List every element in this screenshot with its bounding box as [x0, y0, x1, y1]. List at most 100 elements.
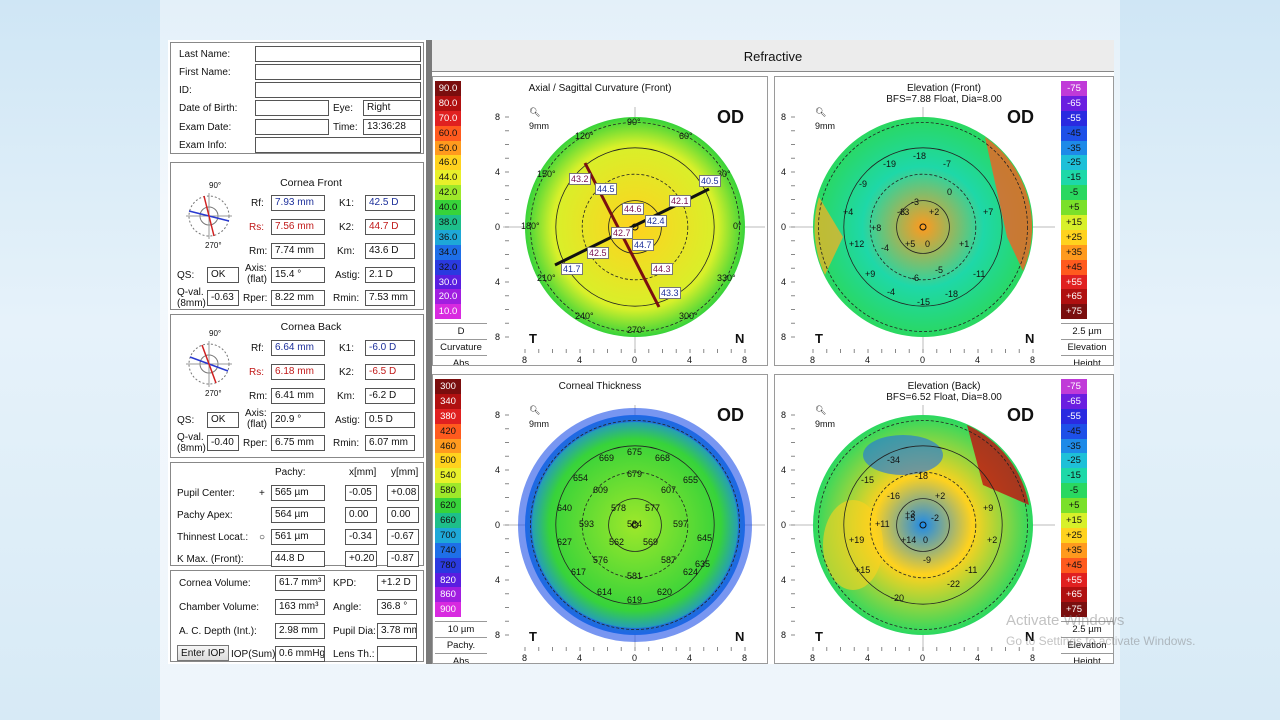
elev-front-eye-label: OD: [1007, 107, 1034, 127]
time-field[interactable]: 13:36:28: [363, 119, 421, 135]
back-axis-field[interactable]: 20.9 °: [271, 412, 325, 428]
y-axis-tick-label: 8: [781, 332, 787, 342]
scale-step: -75: [1061, 379, 1087, 394]
front-rmin-field[interactable]: 7.53 mm: [365, 290, 415, 306]
angle-degree-label: 150°: [537, 169, 556, 179]
cornea-volume-field[interactable]: 61.7 mm³: [275, 575, 325, 591]
pachy-row-y[interactable]: -0.87: [387, 551, 419, 567]
back-rmin-field[interactable]: 6.07 mm: [365, 435, 415, 451]
elev-back-zoom-icon[interactable]: 🔍︎: [815, 405, 827, 415]
axial-map-panel[interactable]: 90.0 80.0 70.0 60.0 50.0 46.0 44.0 42.0 40.0 38.0…: [432, 76, 768, 366]
thickness-color-scale: 300 340 380 420 460 500 540 580 620 660 700 740 780 8…: [435, 379, 487, 663]
front-km-field[interactable]: 43.6 D: [365, 243, 415, 259]
pachy-row-value[interactable]: 561 µm: [271, 529, 325, 545]
front-qval-field[interactable]: -0.63: [207, 290, 239, 306]
elev-back-map-svg[interactable]: [775, 375, 1114, 664]
back-astig-field[interactable]: 0.5 D: [365, 412, 415, 428]
scale-step: -45: [1061, 423, 1087, 439]
elev-front-map-panel[interactable]: -75 -65 -55 -45 -35 -25 -15 -5 +5 +15 +25 +35 +45 +55…: [774, 76, 1114, 366]
back-rf-field[interactable]: 6.64 mm: [271, 340, 325, 356]
chamber-volume-field[interactable]: 163 mm³: [275, 599, 325, 615]
pachy-row-x[interactable]: 0.00: [345, 507, 377, 523]
axial-scale-unit: D: [435, 323, 487, 339]
kpd-field[interactable]: +1.2 D: [377, 575, 417, 591]
front-rm-field[interactable]: 7.74 mm: [271, 243, 325, 259]
angle-field[interactable]: 36.8 °: [377, 599, 417, 615]
cornea-front-title: Cornea Front: [280, 177, 342, 189]
axial-map-value: 43.2: [569, 173, 591, 185]
back-rm-label: Rm:: [249, 391, 268, 402]
front-astig-field[interactable]: 2.1 D: [365, 267, 415, 283]
front-rf-field[interactable]: 7.93 mm: [271, 195, 325, 211]
elev-front-map-svg[interactable]: [775, 77, 1114, 366]
front-qval-sub: (8mm): [177, 298, 206, 309]
pachy-row-x[interactable]: +0.20: [345, 551, 377, 567]
back-rm-field[interactable]: 6.41 mm: [271, 388, 325, 404]
scale-step: +5: [1061, 200, 1087, 216]
exam-date-field[interactable]: [255, 119, 329, 135]
elev-front-color-scale: -75 -65 -55 -45 -35 -25 -15 -5 +5 +15 +25 +35 +45 +55…: [1061, 81, 1113, 365]
axial-zoom-icon[interactable]: 🔍︎: [529, 107, 541, 117]
last-name-field[interactable]: [255, 46, 421, 62]
pachy-row-x[interactable]: -0.34: [345, 529, 377, 545]
back-k2-field[interactable]: -6.5 D: [365, 364, 415, 380]
back-qs-field[interactable]: OK: [207, 412, 239, 428]
scale-step: 38.0: [435, 215, 461, 230]
back-qval-field[interactable]: -0.40: [207, 435, 239, 451]
chamber-volume-label: Chamber Volume:: [179, 602, 260, 613]
angle-degree-label: 90°: [627, 117, 641, 127]
y-axis-tick-label: 4: [781, 277, 787, 287]
front-km-label: Km:: [337, 246, 355, 257]
elev-front-zoom-icon[interactable]: 🔍︎: [815, 107, 827, 117]
id-field[interactable]: [255, 82, 421, 98]
front-rper-field[interactable]: 8.22 mm: [271, 290, 325, 306]
front-qs-field[interactable]: OK: [207, 267, 239, 283]
first-name-field[interactable]: [255, 64, 421, 80]
pachy-row-marker: ○: [259, 532, 266, 543]
pachy-row-value[interactable]: 565 µm: [271, 485, 325, 501]
zone-ring: [581, 173, 689, 281]
pachy-row-y[interactable]: -0.67: [387, 529, 419, 545]
elev-back-map-value: -34: [887, 455, 901, 465]
thickness-map-panel[interactable]: 300 340 380 420 460 500 540 580 620 660 700 740 780 8…: [432, 374, 768, 664]
elev-back-map-panel[interactable]: -75 -65 -55 -45 -35 -25 -15 -5 +5 +15 +25 +35 +45 +55…: [774, 374, 1114, 664]
iop-field[interactable]: 0.6 mmHg: [275, 646, 325, 662]
exam-info-field[interactable]: [255, 137, 421, 153]
back-deg-90: 90°: [209, 329, 222, 338]
front-k1-field[interactable]: 42.5 D: [365, 195, 415, 211]
lens-th-field[interactable]: [377, 646, 417, 662]
angle-degree-label: 240°: [575, 311, 594, 321]
scale-step: -55: [1061, 110, 1087, 126]
elev-front-scale-mode: Height: [1061, 355, 1113, 365]
front-k2-field[interactable]: 44.7 D: [365, 219, 415, 235]
thickness-zoom-icon[interactable]: 🔍︎: [529, 405, 541, 415]
elev-back-map-value: -20: [891, 593, 905, 603]
front-rs-field[interactable]: 7.56 mm: [271, 219, 325, 235]
back-k1-field[interactable]: -6.0 D: [365, 340, 415, 356]
scale-step: +35: [1061, 244, 1087, 260]
pachy-row-y[interactable]: 0.00: [387, 507, 419, 523]
pachy-row-y[interactable]: +0.08: [387, 485, 419, 501]
scale-step: +5: [1061, 498, 1087, 514]
eye-field[interactable]: Right: [363, 100, 421, 116]
pachy-row-value[interactable]: 564 µm: [271, 507, 325, 523]
front-axis-field[interactable]: 15.4 °: [271, 267, 325, 283]
back-km-field[interactable]: -6.2 D: [365, 388, 415, 404]
x-axis-tick-label: 4: [975, 653, 981, 663]
thickness-map-svg[interactable]: [433, 375, 768, 664]
dob-field[interactable]: [255, 100, 329, 116]
x-axis-tick-label: 8: [1030, 355, 1036, 365]
elev-front-scale-unit: 2.5 µm: [1061, 323, 1113, 339]
angle-degree-label: 60°: [679, 131, 693, 141]
thickness-map-value: 655: [683, 475, 699, 485]
pupil-dia-field[interactable]: 3.78 mm: [377, 623, 417, 639]
ac-depth-field[interactable]: 2.98 mm: [275, 623, 325, 639]
back-rs-field[interactable]: 6.18 mm: [271, 364, 325, 380]
enter-iop-button[interactable]: Enter IOP: [177, 645, 229, 661]
pachy-row-value[interactable]: 44.8 D: [271, 551, 325, 567]
front-deg-90: 90°: [209, 181, 222, 190]
thickness-map-value: 584: [627, 519, 643, 529]
scale-step: +65: [1061, 289, 1087, 305]
back-rper-field[interactable]: 6.75 mm: [271, 435, 325, 451]
pachy-row-x[interactable]: -0.05: [345, 485, 377, 501]
